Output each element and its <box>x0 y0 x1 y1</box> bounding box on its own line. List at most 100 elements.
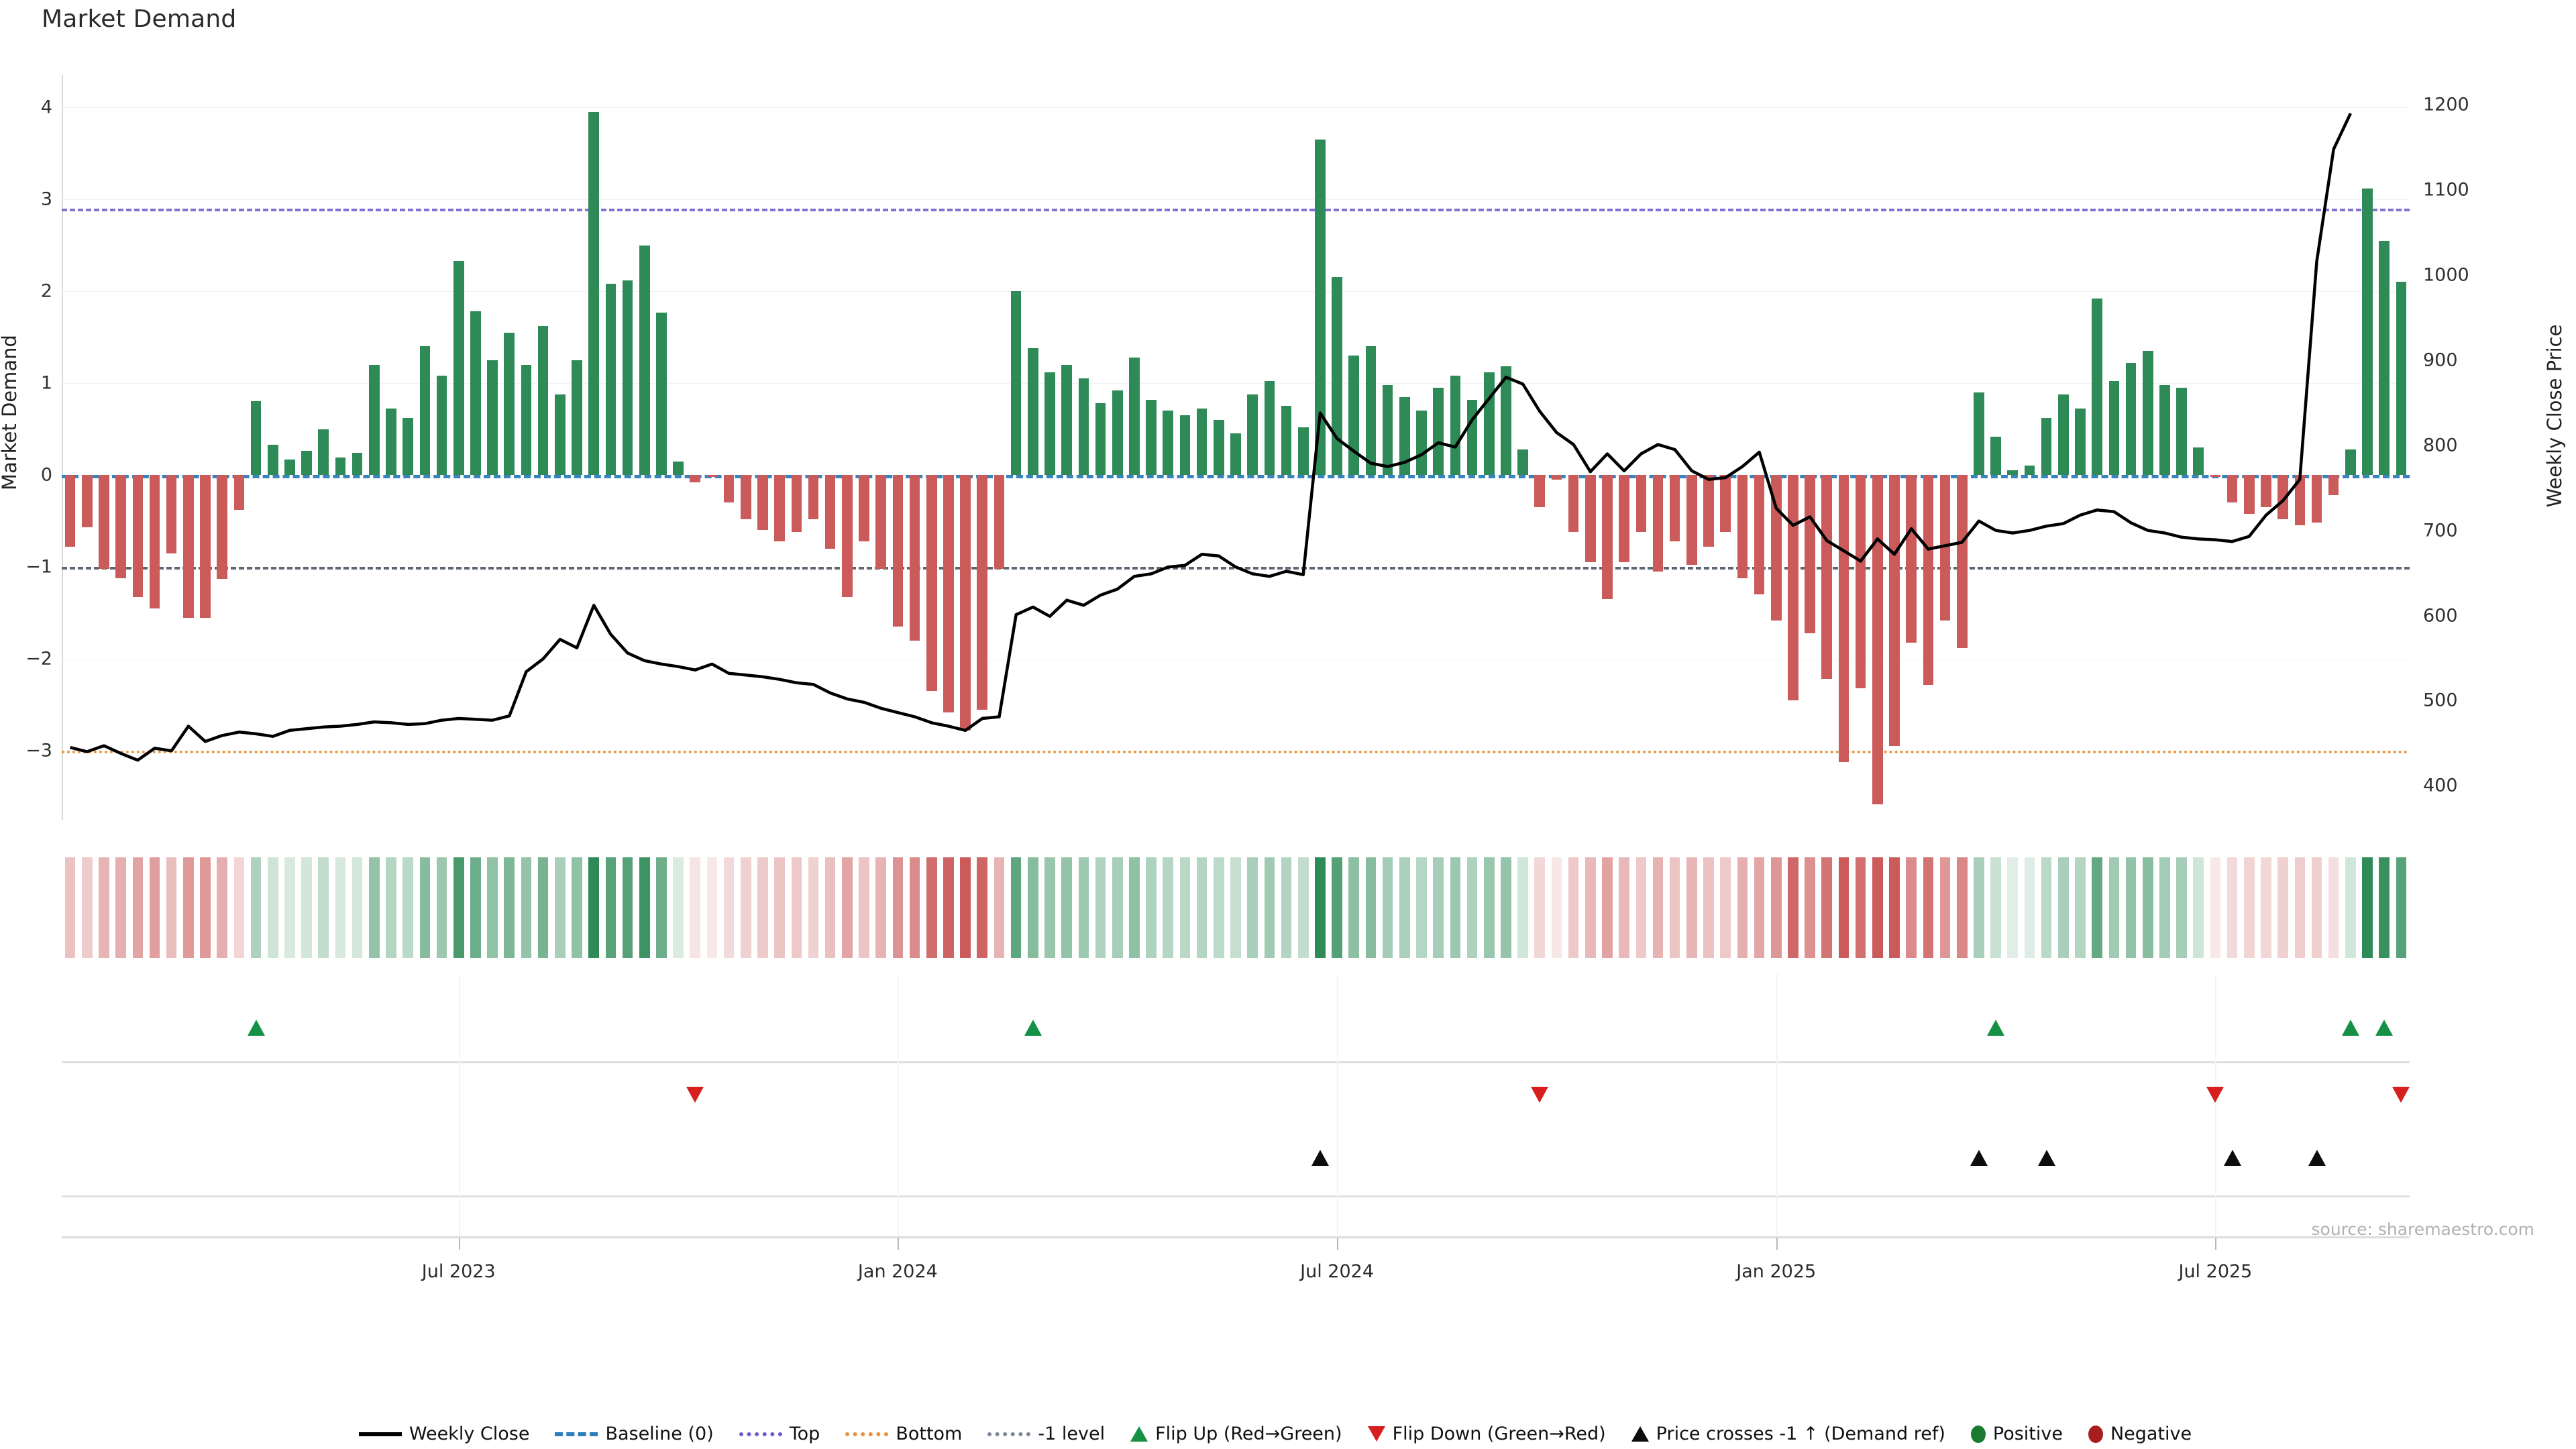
demand-bar[interactable] <box>183 475 194 618</box>
heatmap-cell[interactable] <box>1450 857 1461 958</box>
heatmap-cell[interactable] <box>1281 857 1292 958</box>
demand-bar[interactable] <box>217 475 227 579</box>
demand-bar[interactable] <box>1703 475 1714 547</box>
demand-bar[interactable] <box>2379 240 2390 476</box>
demand-bar[interactable] <box>1348 355 1360 476</box>
demand-bar[interactable] <box>622 280 633 476</box>
demand-bar[interactable] <box>1872 475 1883 804</box>
heatmap-cell[interactable] <box>1635 857 1647 958</box>
demand-bar[interactable] <box>1788 475 1799 700</box>
heatmap-cell[interactable] <box>2193 857 2204 958</box>
heatmap-cell[interactable] <box>1872 857 1883 958</box>
heatmap-cell[interactable] <box>1754 857 1765 958</box>
demand-bar[interactable] <box>453 260 464 476</box>
demand-bar[interactable] <box>1450 376 1461 476</box>
heatmap-cell[interactable] <box>419 857 431 958</box>
flip-down-marker[interactable] <box>686 1087 704 1103</box>
demand-bar[interactable] <box>1332 277 1342 476</box>
demand-bar[interactable] <box>369 364 380 476</box>
demand-bar[interactable] <box>1754 475 1765 595</box>
heatmap-cell[interactable] <box>217 857 227 958</box>
heatmap-cell[interactable] <box>369 857 380 958</box>
demand-bar[interactable] <box>81 475 93 528</box>
heatmap-cell[interactable] <box>673 857 684 958</box>
heatmap-cell[interactable] <box>301 857 312 958</box>
heatmap-cell[interactable] <box>909 857 920 958</box>
heatmap-cell[interactable] <box>960 857 971 958</box>
demand-bar[interactable] <box>521 364 532 476</box>
price-cross-marker[interactable] <box>2308 1150 2326 1166</box>
heatmap-cell[interactable] <box>183 857 194 958</box>
flip-down-marker[interactable] <box>2392 1087 2410 1103</box>
demand-bar[interactable] <box>1010 291 1022 476</box>
heatmap-cell[interactable] <box>2159 857 2170 958</box>
demand-bar[interactable] <box>470 311 481 476</box>
heatmap-cell[interactable] <box>977 857 988 958</box>
demand-bar[interactable] <box>2108 381 2120 476</box>
heatmap-cell[interactable] <box>572 857 582 958</box>
legend-item-flip-up[interactable]: Flip Up (Red→Green) <box>1130 1424 1342 1444</box>
heatmap-cell[interactable] <box>1399 857 1410 958</box>
demand-bar[interactable] <box>555 394 566 476</box>
heatmap-cell[interactable] <box>2261 857 2271 958</box>
heatmap-cell[interactable] <box>1619 857 1629 958</box>
heatmap-cell[interactable] <box>2243 857 2255 958</box>
demand-bar[interactable] <box>2125 362 2137 476</box>
heatmap-cell[interactable] <box>2345 857 2356 958</box>
demand-bar[interactable] <box>1805 475 1815 633</box>
heatmap-cell[interactable] <box>1348 857 1360 958</box>
demand-bar[interactable] <box>402 418 413 476</box>
demand-bar[interactable] <box>1078 378 1089 476</box>
demand-bar[interactable] <box>1247 394 1258 476</box>
demand-bar[interactable] <box>2142 351 2153 476</box>
demand-bar[interactable] <box>2075 409 2086 476</box>
heatmap-cell[interactable] <box>1315 857 1326 958</box>
heatmap-cell[interactable] <box>318 857 329 958</box>
heatmap-cell[interactable] <box>1956 857 1968 958</box>
demand-bar[interactable] <box>487 360 498 476</box>
legend-item-bottom[interactable]: Bottom <box>845 1424 962 1444</box>
demand-bar[interactable] <box>656 312 667 476</box>
demand-bar[interactable] <box>2328 475 2339 496</box>
heatmap-cell[interactable] <box>267 857 278 958</box>
heatmap-cell[interactable] <box>1433 857 1444 958</box>
heatmap-cell[interactable] <box>1534 857 1546 958</box>
heatmap-cell[interactable] <box>2328 857 2339 958</box>
demand-bar[interactable] <box>1551 475 1562 480</box>
demand-bar[interactable] <box>740 475 751 519</box>
demand-bar[interactable] <box>301 451 312 476</box>
heatmap-cell[interactable] <box>1214 857 1224 958</box>
heatmap-cell[interactable] <box>2007 857 2019 958</box>
demand-bar[interactable] <box>588 111 599 476</box>
heatmap-cell[interactable] <box>115 857 126 958</box>
demand-bar[interactable] <box>2311 475 2322 523</box>
heatmap-cell[interactable] <box>1990 857 2001 958</box>
demand-bar[interactable] <box>1855 475 1866 689</box>
demand-bar[interactable] <box>1146 399 1157 476</box>
heatmap-cell[interactable] <box>2396 857 2407 958</box>
heatmap-cell[interactable] <box>1365 857 1377 958</box>
demand-bar[interactable] <box>284 459 295 476</box>
heatmap-cell[interactable] <box>1483 857 1495 958</box>
legend-item-top[interactable]: Top <box>739 1424 820 1444</box>
heatmap-cell[interactable] <box>740 857 751 958</box>
demand-bar[interactable] <box>1974 392 1984 476</box>
demand-bar[interactable] <box>673 461 684 476</box>
heatmap-cell[interactable] <box>1821 857 1833 958</box>
demand-bar[interactable] <box>1821 475 1833 680</box>
heatmap-cell[interactable] <box>81 857 93 958</box>
demand-bar[interactable] <box>1230 433 1241 476</box>
heatmap-cell[interactable] <box>690 857 701 958</box>
demand-bar[interactable] <box>132 475 144 598</box>
demand-bar[interactable] <box>2092 299 2102 476</box>
heatmap-cell[interactable] <box>99 857 109 958</box>
heatmap-cell[interactable] <box>926 857 937 958</box>
heatmap-cell[interactable] <box>1838 857 1849 958</box>
heatmap-cell[interactable] <box>1585 857 1596 958</box>
price-cross-marker[interactable] <box>2223 1150 2241 1166</box>
heatmap-cell[interactable] <box>1602 857 1613 958</box>
heatmap-cell[interactable] <box>824 857 836 958</box>
demand-bar[interactable] <box>909 475 920 641</box>
demand-bar[interactable] <box>977 475 988 710</box>
demand-bar[interactable] <box>2294 475 2306 526</box>
